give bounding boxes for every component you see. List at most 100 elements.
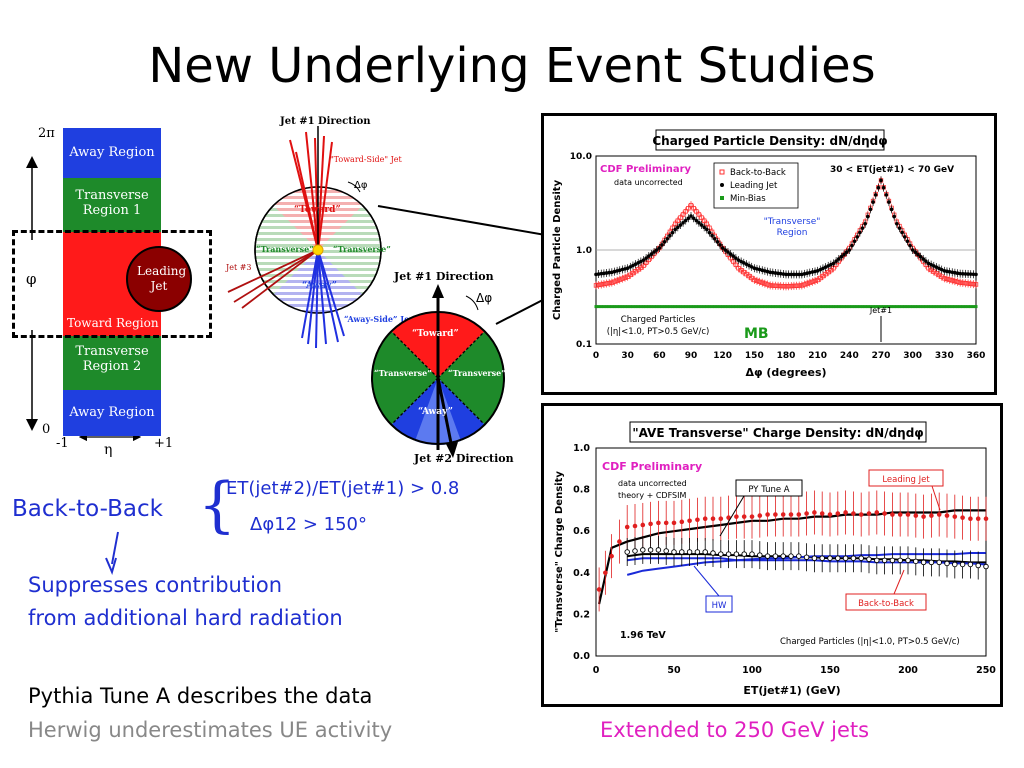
data-point bbox=[882, 305, 886, 309]
data-point bbox=[615, 305, 619, 309]
data-point bbox=[932, 305, 936, 309]
data-point bbox=[607, 305, 611, 309]
data-point bbox=[679, 549, 685, 555]
leading-jet-pointer bbox=[931, 485, 941, 511]
toward-side-jet-label: "Toward-Side" Jet bbox=[330, 155, 403, 164]
data-point bbox=[813, 305, 817, 309]
data-point bbox=[620, 276, 625, 281]
data-point bbox=[953, 305, 957, 309]
x-axis-label: ET(jet#1) (GeV) bbox=[743, 684, 840, 697]
data-point bbox=[797, 272, 801, 277]
data-point bbox=[983, 516, 989, 522]
legend-marker bbox=[719, 169, 725, 175]
data-point bbox=[681, 220, 685, 225]
data-point bbox=[596, 272, 601, 276]
data-point bbox=[874, 510, 880, 515]
data-point bbox=[604, 271, 609, 275]
data-point bbox=[624, 524, 630, 530]
chart-title-box bbox=[655, 129, 885, 151]
data-point bbox=[803, 554, 810, 560]
data-point bbox=[963, 281, 968, 286]
data-point bbox=[868, 305, 872, 309]
data-point bbox=[905, 239, 910, 244]
data-point bbox=[796, 553, 802, 559]
y-tick-label: 0.0 bbox=[573, 651, 590, 662]
data-point bbox=[663, 305, 667, 309]
data-point bbox=[942, 305, 946, 309]
data-point bbox=[780, 512, 786, 517]
data-point bbox=[892, 305, 896, 309]
data-point bbox=[844, 250, 849, 255]
data-point bbox=[726, 250, 730, 254]
data-point bbox=[811, 555, 818, 561]
data-point bbox=[918, 254, 923, 259]
region-away-top: Away Region bbox=[63, 128, 161, 178]
data-point bbox=[968, 516, 973, 522]
data-point bbox=[892, 214, 896, 219]
data-point bbox=[656, 520, 661, 526]
data-point bbox=[767, 283, 773, 288]
data-point bbox=[895, 305, 899, 309]
data-point bbox=[829, 305, 833, 309]
back-to-back-box bbox=[845, 593, 927, 611]
lower-away-label: “Away” bbox=[418, 407, 453, 417]
data-point bbox=[837, 305, 841, 309]
x-tick-label: 0 bbox=[593, 665, 600, 676]
legend-marker bbox=[720, 196, 724, 200]
data-point bbox=[779, 305, 783, 309]
data-point bbox=[607, 270, 611, 275]
data-point bbox=[631, 305, 635, 309]
data-point bbox=[733, 551, 740, 557]
data-point bbox=[881, 557, 888, 564]
data-point bbox=[963, 272, 968, 276]
data-point bbox=[850, 555, 857, 561]
data-point bbox=[835, 555, 841, 561]
data-point bbox=[827, 555, 833, 561]
data-point bbox=[908, 305, 912, 309]
hw-pointer bbox=[693, 565, 720, 597]
data-point bbox=[913, 305, 917, 309]
data-point bbox=[686, 549, 693, 555]
data-point bbox=[702, 516, 708, 522]
data-point bbox=[612, 305, 616, 309]
data-point bbox=[624, 549, 630, 555]
data-point bbox=[787, 305, 791, 309]
data-point bbox=[691, 216, 696, 221]
data-point bbox=[973, 282, 979, 287]
annotation-transverse-region-2: Region bbox=[777, 228, 808, 238]
data-point bbox=[623, 305, 627, 309]
y-tick-label: 10.0 bbox=[570, 152, 592, 162]
data-point bbox=[694, 209, 699, 214]
annotation-mb: MB bbox=[744, 326, 769, 342]
data-point bbox=[699, 215, 704, 220]
annotation-charged-particles: Charged Particles (|η|<1.0, PT>0.5 GeV/c… bbox=[780, 637, 960, 647]
data-point bbox=[673, 305, 677, 309]
data-point bbox=[773, 271, 778, 275]
annotation-cdf-preliminary: CDF Preliminary bbox=[602, 460, 702, 473]
x-tick-label: 250 bbox=[976, 665, 996, 676]
data-point bbox=[647, 547, 654, 553]
data-point bbox=[851, 511, 856, 516]
x-tick-label: 0 bbox=[593, 351, 599, 361]
data-point bbox=[834, 259, 838, 263]
data-point bbox=[599, 282, 604, 287]
data-point bbox=[618, 305, 622, 309]
data-point bbox=[897, 557, 903, 564]
data-point bbox=[671, 520, 677, 526]
page-title: New Underlying Event Studies bbox=[148, 38, 876, 94]
data-point bbox=[768, 305, 772, 309]
data-point bbox=[794, 283, 799, 288]
data-point bbox=[969, 305, 973, 309]
data-point bbox=[720, 246, 725, 250]
data-point bbox=[742, 305, 746, 309]
data-point bbox=[702, 549, 708, 555]
data-point bbox=[594, 272, 598, 277]
zero-label: 0 bbox=[42, 422, 51, 437]
away-side-jet-label: “Away-Side” Jet bbox=[344, 314, 410, 324]
region-away-bottom: Away Region bbox=[63, 390, 161, 436]
data-point bbox=[684, 305, 688, 309]
data-point bbox=[792, 305, 796, 309]
data-point bbox=[908, 243, 912, 248]
chart-panel-top: Charged Particle Density: dN/dηdφ 0 30 60 90… bbox=[541, 113, 997, 395]
annotation-theory: theory + CDFSIM bbox=[618, 491, 686, 500]
